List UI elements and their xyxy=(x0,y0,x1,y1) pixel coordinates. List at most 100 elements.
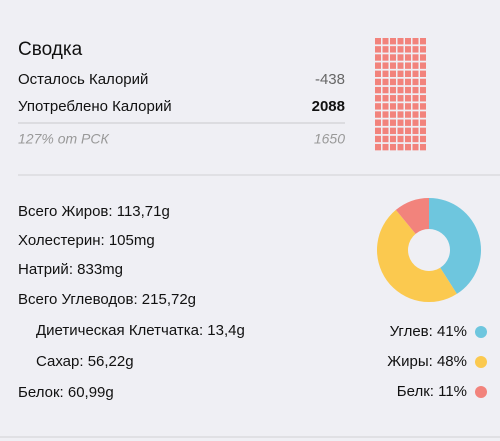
waffle-cell xyxy=(397,78,404,86)
waffle-cell xyxy=(420,78,426,86)
nutrient: Всего Жиров: 113,71g xyxy=(18,203,170,220)
waffle-cell xyxy=(390,111,396,118)
waffle-cell xyxy=(375,38,381,45)
waffle-cell xyxy=(375,119,381,126)
waffle-cell xyxy=(390,143,396,151)
legend-label: Жиры: 48% xyxy=(387,353,467,370)
donut-slice xyxy=(395,198,429,234)
waffle-cell xyxy=(382,46,389,53)
waffle-cell xyxy=(375,103,381,110)
waffle-cell xyxy=(390,38,396,45)
waffle-cell xyxy=(420,127,426,135)
waffle-cell xyxy=(412,70,419,77)
waffle-cell xyxy=(375,127,381,135)
waffle-cell xyxy=(412,95,419,102)
waffle-cell xyxy=(375,46,381,53)
waffle-cell xyxy=(397,46,404,53)
legend-dot xyxy=(475,386,487,398)
waffle-cell xyxy=(405,135,411,143)
waffle-cell xyxy=(397,127,404,135)
nutrient: Всего Углеводов: 215,72g xyxy=(18,291,196,308)
waffle-cell xyxy=(375,70,381,77)
waffle-cell xyxy=(405,70,411,77)
waffle-cell xyxy=(420,62,426,69)
waffle-cell xyxy=(397,111,404,118)
waffle-cell xyxy=(405,143,411,151)
waffle-cell xyxy=(375,86,381,94)
row-label: Осталось Калорий xyxy=(18,71,148,88)
legend-label: Углев: 41% xyxy=(390,323,467,340)
donut-slice xyxy=(376,209,457,303)
waffle-cell xyxy=(420,38,426,45)
row-value: -438 xyxy=(315,71,345,88)
waffle-cell xyxy=(420,119,426,126)
waffle-cell xyxy=(375,143,381,151)
waffle-cell xyxy=(405,127,411,135)
row-label: Употреблено Калорий xyxy=(18,98,172,115)
waffle-cell xyxy=(382,62,389,69)
waffle-cell xyxy=(420,54,426,61)
waffle-cell xyxy=(397,135,404,143)
waffle-cell xyxy=(420,111,426,118)
waffle-cell xyxy=(375,54,381,61)
waffle-cell xyxy=(390,86,396,94)
waffle-cell xyxy=(375,78,381,86)
waffle-cell xyxy=(412,143,419,151)
waffle-cell xyxy=(382,54,389,61)
waffle-cell xyxy=(390,70,396,77)
waffle-cell xyxy=(382,127,389,135)
waffle-cell xyxy=(412,86,419,94)
waffle-cell xyxy=(375,62,381,69)
waffle-cell xyxy=(397,62,404,69)
waffle-cell xyxy=(405,78,411,86)
waffle-cell xyxy=(397,38,404,45)
footer-label: 127% от РСК xyxy=(18,131,109,147)
waffle-cell xyxy=(412,46,419,53)
waffle-cell xyxy=(420,143,426,151)
waffle-cell xyxy=(382,103,389,110)
nutrient: Диетическая Клетчатка: 13,4g xyxy=(36,322,245,339)
waffle-cell xyxy=(405,46,411,53)
waffle-cell xyxy=(420,86,426,94)
nutrient: Натрий: 833mg xyxy=(18,261,123,278)
waffle-cell xyxy=(405,119,411,126)
waffle-cell xyxy=(382,119,389,126)
waffle-cell xyxy=(390,46,396,53)
nutrient: Сахар: 56,22g xyxy=(36,353,134,370)
waffle-cell xyxy=(420,135,426,143)
waffle-cell xyxy=(382,95,389,102)
waffle-cell xyxy=(420,95,426,102)
waffle-cell xyxy=(412,127,419,135)
waffle-cell xyxy=(412,111,419,118)
footer-value: 1650 xyxy=(314,131,345,147)
waffle-cell xyxy=(397,103,404,110)
waffle-cell xyxy=(397,95,404,102)
waffle-cell xyxy=(375,95,381,102)
waffle-cell xyxy=(382,143,389,151)
waffle-cell xyxy=(397,119,404,126)
waffle-cell xyxy=(390,62,396,69)
waffle-cell xyxy=(405,86,411,94)
waffle-cell xyxy=(382,38,389,45)
waffle-cell xyxy=(390,119,396,126)
waffle-cell xyxy=(382,70,389,77)
waffle-cell xyxy=(412,62,419,69)
waffle-cell xyxy=(412,54,419,61)
waffle-cell xyxy=(382,86,389,94)
waffle-cell xyxy=(405,111,411,118)
waffle-cell xyxy=(412,78,419,86)
waffle-cell xyxy=(390,127,396,135)
waffle-cell xyxy=(390,135,396,143)
waffle-cell xyxy=(412,119,419,126)
waffle-cell xyxy=(405,62,411,69)
donut-slice xyxy=(429,198,482,294)
waffle-cell xyxy=(405,38,411,45)
waffle-cell xyxy=(405,95,411,102)
legend-label: Белк: 11% xyxy=(397,383,467,400)
row-value: 2088 xyxy=(312,98,345,115)
waffle-cell xyxy=(397,86,404,94)
waffle xyxy=(375,38,426,151)
waffle-cell xyxy=(382,135,389,143)
waffle-cell xyxy=(397,70,404,77)
